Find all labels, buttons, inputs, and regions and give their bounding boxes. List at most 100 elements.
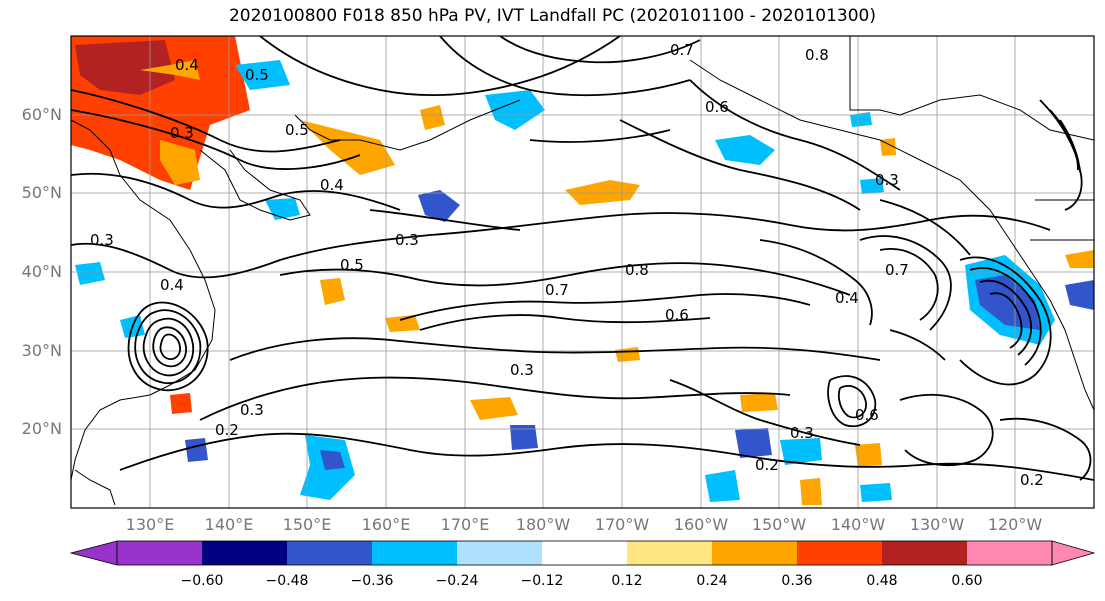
shade-blue-se2: [780, 438, 822, 465]
contour-label: 0.5: [340, 256, 364, 274]
contour-label: 0.3: [90, 231, 114, 249]
contour-label: 0.3: [170, 124, 194, 142]
lon-label: 140°E: [204, 515, 254, 534]
contour-label: 0.6: [855, 406, 879, 424]
map-plot-area: 0.4 0.5 0.3 0.7 0.8 0.6 0.5 0.3 0.4 0.3 …: [71, 36, 1094, 508]
shade-orange-se3: [800, 478, 822, 505]
lon-label: 140°W: [830, 515, 886, 534]
colorbar-segment: [372, 541, 457, 565]
colorbar-left-arrow: [69, 540, 118, 566]
map-frame: [70, 35, 1095, 509]
contour-label: 0.2: [1020, 471, 1044, 489]
colorbar-segment: [287, 541, 372, 565]
lon-label: 170°W: [594, 515, 650, 534]
colorbar-tick-label: 0.12: [611, 573, 643, 589]
shade-darkblue-sw: [320, 450, 345, 470]
shade-orange-center: [385, 315, 420, 332]
lon-label: 160°W: [673, 515, 729, 534]
shade-blue-sw2: [185, 438, 208, 462]
shade-blue-far-east: [1065, 280, 1094, 310]
contour-label: 0.7: [670, 41, 694, 59]
coastlines: [71, 36, 1094, 506]
shade-blue-se3: [705, 470, 740, 502]
colorbar-segment: [202, 541, 287, 565]
shade-orange-se2: [855, 443, 882, 467]
colorbar-tick-label: 0.60: [951, 573, 983, 589]
gridlines: [71, 36, 1094, 508]
shade-darkblue-1: [418, 190, 460, 222]
shade-orange-mid: [565, 180, 640, 205]
lat-label: 40°N: [21, 262, 62, 281]
colorbar-segment: [627, 541, 712, 565]
contour-label: 0.7: [885, 261, 909, 279]
lat-label: 60°N: [21, 105, 62, 124]
contour-label: 0.3: [395, 231, 419, 249]
colorbar-segment: [967, 541, 1052, 565]
colorbar-segment: [542, 541, 627, 565]
contour-label: 0.8: [625, 261, 649, 279]
contour-label: 0.3: [790, 424, 814, 442]
shade-blue-center: [510, 425, 538, 450]
contour-label: 0.4: [320, 176, 344, 194]
contour-label: 0.6: [665, 306, 689, 324]
contour-label: 0.2: [215, 421, 239, 439]
contour-label: 0.8: [805, 46, 829, 64]
lon-label: 150°E: [282, 515, 332, 534]
map-title: 2020100800 F018 850 hPa PV, IVT Landfall…: [228, 6, 876, 26]
shade-orange-se: [740, 393, 778, 412]
contour-label: 0.2: [755, 456, 779, 474]
shade-blue-ne2: [860, 178, 884, 194]
colorbar-tick-label: −0.12: [520, 573, 564, 589]
contour-label: 0.6: [705, 98, 729, 116]
colorbar-tick-label: −0.48: [265, 573, 309, 589]
shade-blue-alaska: [715, 135, 775, 165]
lon-label: 120°W: [987, 515, 1043, 534]
shade-orange-kuril-2: [420, 105, 445, 130]
colorbar-tick-label: 0.48: [866, 573, 898, 589]
contour-label: 0.5: [285, 121, 309, 139]
pv-contours: [71, 36, 1094, 481]
shade-orange-far-east: [1065, 250, 1094, 268]
contour-label: 0.4: [160, 276, 184, 294]
contour-label: 0.7: [545, 281, 569, 299]
colorbar-segment: [797, 541, 882, 565]
shade-blue-aleut: [485, 90, 545, 130]
shade-blue-se4: [860, 483, 892, 502]
contour-label: 0.3: [875, 171, 899, 189]
lon-label: 180°W: [515, 515, 571, 534]
lat-label: 20°N: [21, 419, 62, 438]
lon-label: 130°E: [125, 515, 175, 534]
colorbar-tick-label: −0.60: [180, 573, 224, 589]
shade-orange-kuril: [300, 120, 395, 175]
shade-blue-w: [75, 262, 105, 285]
colorbar-segment: [117, 541, 202, 565]
contour-label: 0.3: [240, 401, 264, 419]
shade-pale-orange-nw: [140, 60, 200, 80]
lon-label: 160°E: [361, 515, 411, 534]
lon-label: 150°W: [751, 515, 807, 534]
colorbar-tick-label: −0.24: [435, 573, 479, 589]
shade-blue-ne: [850, 112, 872, 127]
lon-label: 170°E: [440, 515, 490, 534]
shade-blue-se: [735, 428, 772, 458]
colorbar-tick-label: −0.36: [350, 573, 394, 589]
shade-red-sw: [170, 393, 192, 414]
colorbar-tick-label: 0.36: [781, 573, 813, 589]
contour-label: 0.5: [245, 66, 269, 84]
lat-label: 30°N: [21, 341, 62, 360]
shade-orange-nw-2: [160, 140, 200, 185]
shade-blue-nw: [235, 60, 290, 90]
shade-darkblue-east-coast: [975, 275, 1040, 330]
lat-label: 50°N: [21, 183, 62, 202]
colorbar-segment: [457, 541, 542, 565]
contour-label: 0.4: [175, 56, 199, 74]
shade-orange-w: [320, 278, 345, 305]
shade-orange-center3: [470, 397, 518, 420]
colorbar: [69, 540, 1096, 566]
colorbar-segment: [712, 541, 797, 565]
contour-label: 0.4: [835, 289, 859, 307]
colorbar-right-arrow: [1051, 540, 1096, 566]
colorbar-tick-label: 0.24: [696, 573, 728, 589]
colorbar-segment: [882, 541, 967, 565]
